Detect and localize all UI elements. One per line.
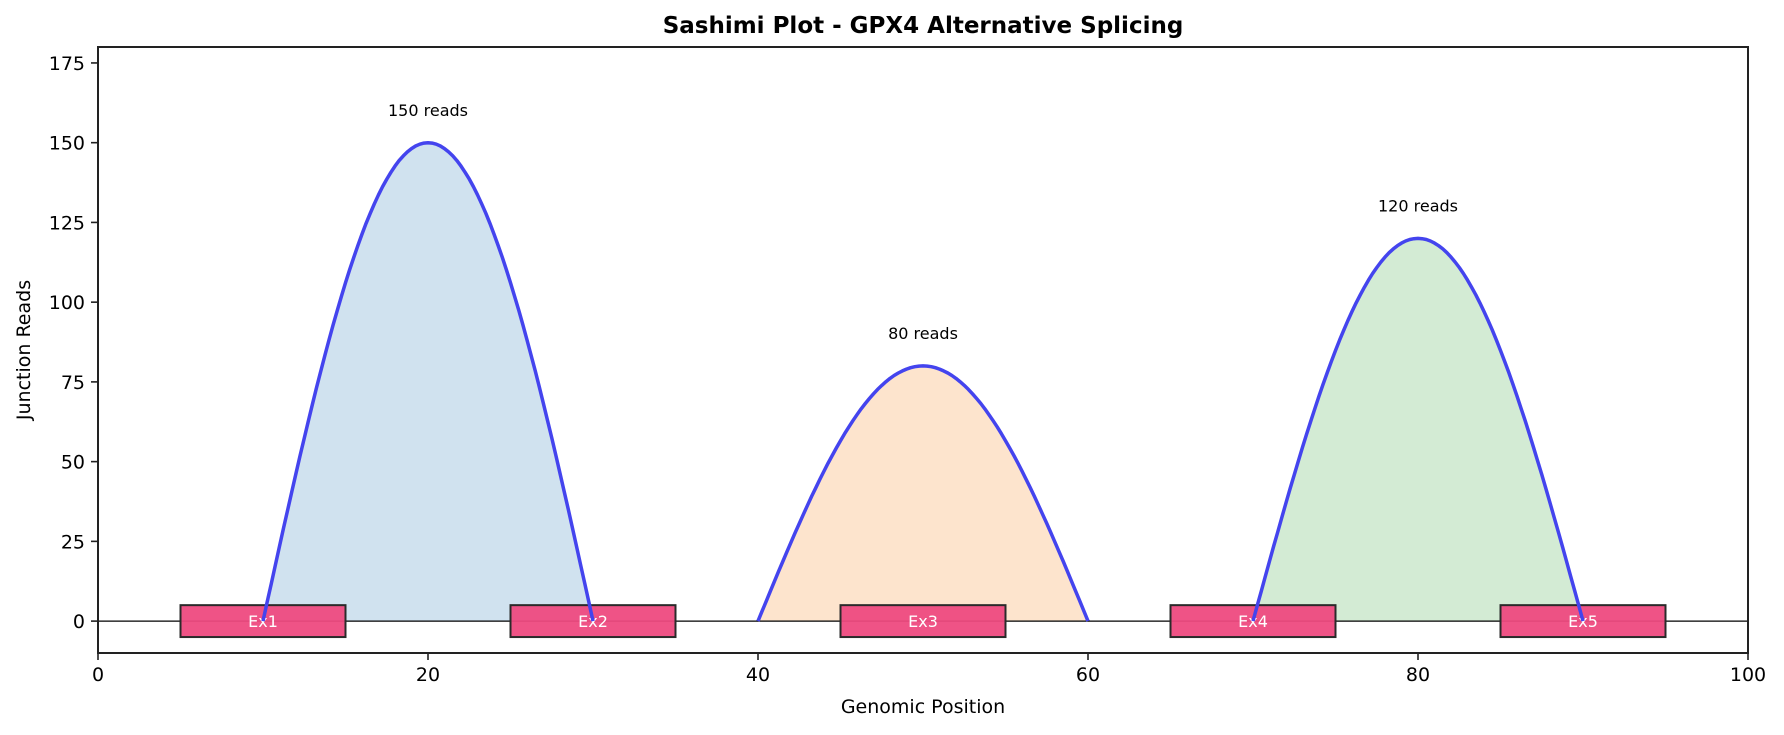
junction-fills xyxy=(263,142,1583,622)
exon-label-ex1: Ex1 xyxy=(248,612,278,631)
exon-box-ex3 xyxy=(839,604,1007,639)
junction-arc-1 xyxy=(261,140,595,622)
exon-box-ex5 xyxy=(1499,604,1667,639)
y-tick-label: 150 xyxy=(49,133,85,155)
y-tick-label: 75 xyxy=(61,372,85,394)
x-tick-label: 40 xyxy=(746,664,770,686)
junction-fill-2 xyxy=(758,365,1088,622)
junction-arc-3 xyxy=(1251,236,1585,622)
x-tick-label: 20 xyxy=(416,664,440,686)
exon-label-ex3: Ex3 xyxy=(908,612,938,631)
junction-label-1: 150 reads xyxy=(388,101,468,120)
chart-title: Sashimi Plot - GPX4 Alternative Splicing xyxy=(663,13,1184,39)
exon-label-ex4: Ex4 xyxy=(1238,612,1268,631)
junction-arcs xyxy=(261,140,1585,622)
axes: 0 20 40 60 80 100 0 25 50 75 100 125 150 175 xyxy=(49,46,1766,686)
junction-arc-2 xyxy=(756,364,1090,622)
exon-track: Ex1 Ex2 Ex3 Ex4 Ex5 xyxy=(179,604,1667,639)
exon-label-ex5: Ex5 xyxy=(1568,612,1598,631)
exon-box-ex4 xyxy=(1169,604,1337,639)
y-tick-label: 100 xyxy=(49,292,85,314)
y-tick-label: 125 xyxy=(49,212,85,234)
y-tick-label: 175 xyxy=(49,53,85,75)
junction-labels: 150 reads 80 reads 120 reads xyxy=(388,101,1458,343)
y-tick-label: 25 xyxy=(61,531,85,553)
exon-box-ex1 xyxy=(179,604,347,639)
y-tick-label: 0 xyxy=(73,611,85,633)
y-axis-label: Junction Reads xyxy=(13,280,35,421)
axes-frame xyxy=(97,46,1749,654)
junction-label-2: 80 reads xyxy=(888,324,958,343)
y-tick-label: 50 xyxy=(61,452,85,474)
junction-fill-3 xyxy=(1253,238,1583,622)
x-tick-label: 80 xyxy=(1406,664,1430,686)
x-axis-label: Genomic Position xyxy=(841,696,1005,718)
exon-box-ex2 xyxy=(509,604,677,639)
x-tick-label: 60 xyxy=(1076,664,1100,686)
junction-fill-1 xyxy=(263,142,593,622)
x-tick-label: 0 xyxy=(92,664,104,686)
junction-label-3: 120 reads xyxy=(1378,196,1458,215)
exon-label-ex2: Ex2 xyxy=(578,612,608,631)
x-tick-label: 100 xyxy=(1730,664,1766,686)
